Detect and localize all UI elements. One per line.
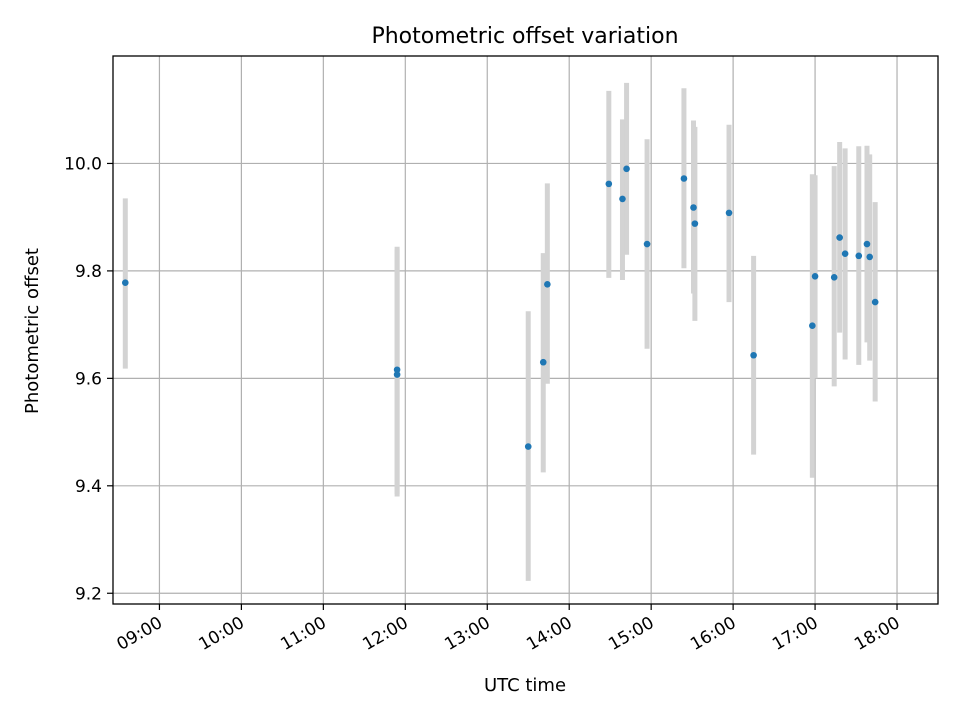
data-point <box>623 165 630 173</box>
data-point <box>524 443 532 450</box>
x-axis-label: UTC time <box>484 675 566 696</box>
y-axis-ticks: 9.2 9.4 9.6 9.8 10.0 <box>64 154 113 604</box>
data-point <box>544 281 551 288</box>
y-tick-label: 9.6 <box>75 369 102 389</box>
y-tick-label: 9.8 <box>75 262 102 282</box>
data-point <box>830 274 838 281</box>
plot-area-frame <box>112 55 939 605</box>
x-tick-label: 12:00 <box>359 613 411 655</box>
data-point <box>871 298 879 306</box>
x-tick-label: 14:00 <box>523 613 575 655</box>
data-point <box>393 371 401 378</box>
y-tick-label: 9.4 <box>75 477 102 497</box>
x-tick-label: 16:00 <box>687 613 739 655</box>
data-point <box>811 272 819 280</box>
x-tick-label: 17:00 <box>769 613 821 655</box>
x-tick-label: 11:00 <box>277 613 329 655</box>
data-point <box>680 175 688 182</box>
y-tick-label: 9.2 <box>75 584 102 604</box>
chart-title: Photometric offset variation <box>371 24 678 49</box>
data-point <box>691 220 699 227</box>
data-point <box>725 209 733 217</box>
data-point <box>643 240 651 248</box>
data-point <box>690 204 697 211</box>
data-point <box>605 180 613 188</box>
data-point <box>809 322 816 330</box>
data-point <box>841 250 849 258</box>
data-point <box>393 366 401 374</box>
data-points <box>121 165 879 450</box>
data-point <box>863 240 871 248</box>
grid-lines <box>113 56 938 604</box>
error-bars <box>122 82 878 581</box>
y-axis-label: Photometric offset <box>22 248 43 414</box>
data-point <box>855 252 863 260</box>
x-axis-ticks: 09:00 10:00 11:00 12:00 13:00 14:00 15:00 16:00… <box>114 604 904 655</box>
data-point <box>750 351 757 359</box>
data-point <box>619 195 626 203</box>
x-tick-label: 13:00 <box>441 613 493 655</box>
data-point <box>866 253 874 261</box>
data-point <box>836 234 843 241</box>
x-tick-label: 10:00 <box>195 613 247 655</box>
data-point <box>539 358 547 366</box>
x-tick-label: 15:00 <box>605 613 657 655</box>
x-tick-label: 18:00 <box>851 613 903 655</box>
x-tick-label: 09:00 <box>114 613 166 655</box>
data-point <box>121 279 129 287</box>
y-tick-label: 10.0 <box>64 154 102 174</box>
